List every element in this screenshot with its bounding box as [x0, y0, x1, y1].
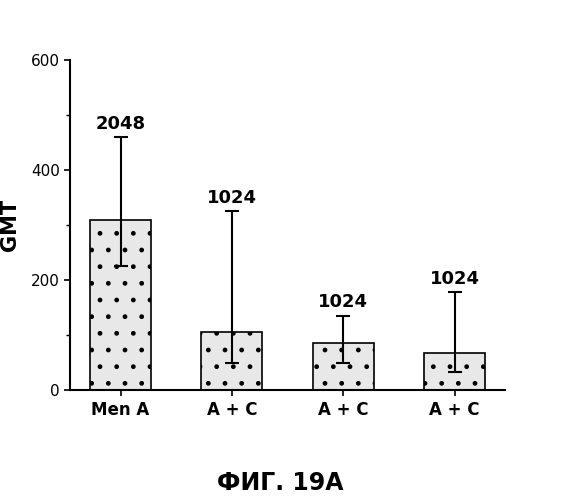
Bar — [201, 332, 263, 390]
Y-axis label: GMT: GMT — [0, 199, 20, 251]
Bar — [90, 220, 151, 390]
Text: ФИГ. 19А: ФИГ. 19А — [217, 471, 344, 495]
Text: 1024: 1024 — [430, 270, 480, 287]
Text: 1024: 1024 — [207, 189, 257, 207]
Text: 2048: 2048 — [95, 114, 145, 132]
Bar — [424, 352, 485, 390]
Bar — [312, 343, 374, 390]
Text: 1024: 1024 — [318, 294, 368, 312]
